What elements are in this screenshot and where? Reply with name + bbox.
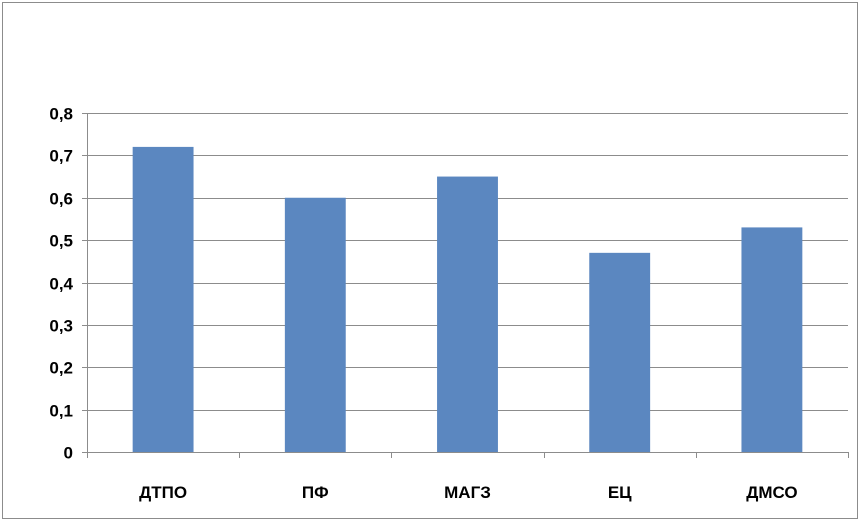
y-tick-label: 0,1 [49,402,73,421]
bar [284,197,346,452]
y-tick-label: 0,4 [49,275,73,294]
x-tick-label: ДТПО [139,483,187,502]
bar [741,227,803,452]
axes [82,113,849,458]
x-tick-label: ЕЦ [608,483,632,502]
y-tick-label: 0,6 [49,190,73,209]
y-tick-label: 0,3 [49,317,73,336]
y-tick-label: 0,8 [49,105,73,124]
x-tick-label: ДМСО [746,483,797,502]
y-tick-label: 0,7 [49,147,73,166]
bar [437,176,498,452]
bars [132,146,803,452]
y-tick-label: 0,5 [49,232,73,251]
bar [589,252,651,452]
bar [132,146,194,452]
y-tick-label: 0 [64,444,73,463]
y-tick-labels: 0 0,1 0,2 0,3 0,4 0,5 0,6 0,7 0,8 [49,105,73,463]
x-tick-label: ПФ [302,483,329,502]
x-tick-labels: ДТПО ПФ МАГЗ ЕЦ ДМСО [139,483,797,502]
x-tick-label: МАГЗ [444,483,491,502]
y-tick-label: 0,2 [49,359,73,378]
